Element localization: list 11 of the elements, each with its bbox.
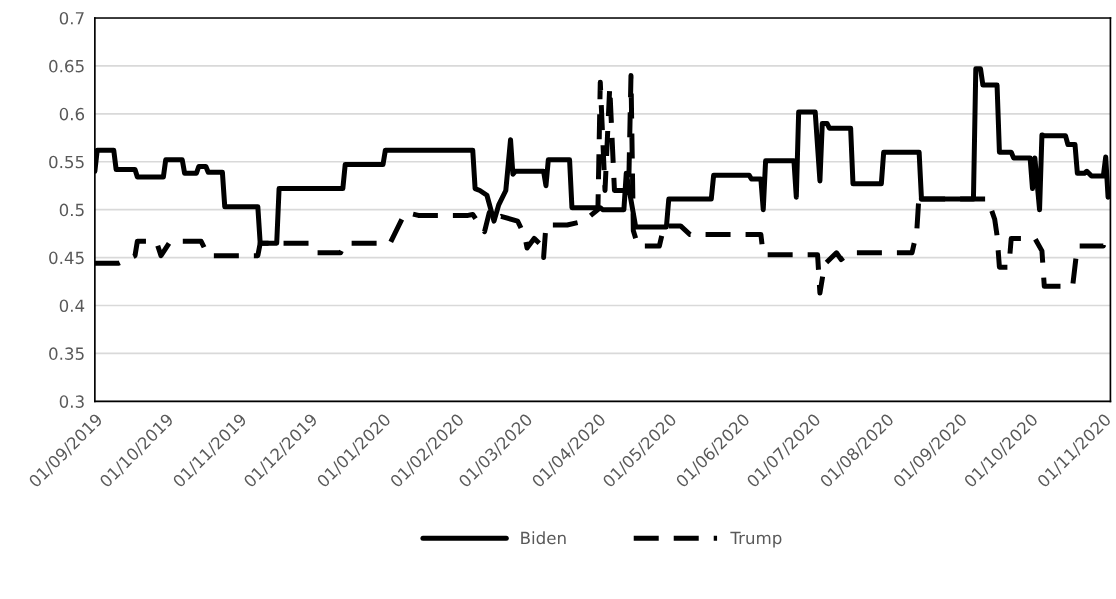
y-tick-label: 0.65 xyxy=(49,59,84,73)
y-tick-label: 0.6 xyxy=(59,107,85,121)
y-tick-label: 0.3 xyxy=(59,395,84,408)
y-tick-label: 0.5 xyxy=(59,203,84,217)
y-tick-label: 0.7 xyxy=(59,11,84,25)
y-tick-label: 0.45 xyxy=(49,251,84,265)
legend-label: Biden xyxy=(521,531,566,545)
y-tick-label: 0.35 xyxy=(49,347,84,360)
legend-label: Trump xyxy=(730,531,782,548)
y-tick-label: 0.55 xyxy=(49,155,84,169)
y-tick-label: 0.4 xyxy=(59,299,85,313)
